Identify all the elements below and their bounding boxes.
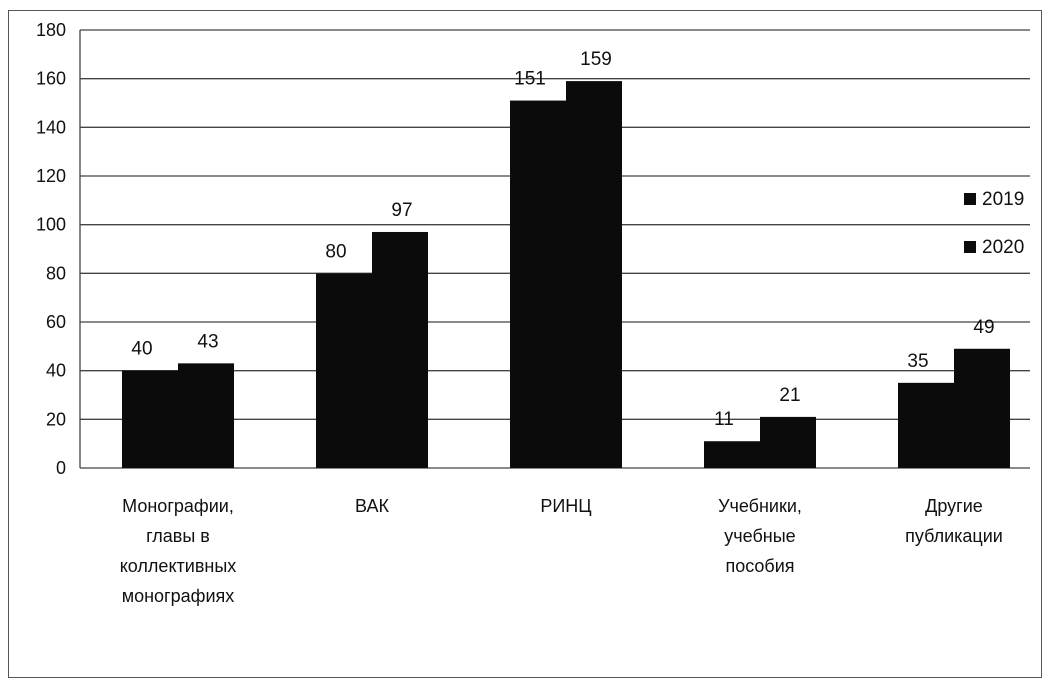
legend-label-2019: 2019 <box>982 189 1024 210</box>
bar-2019-4 <box>898 382 954 468</box>
x-category-line: монографиях <box>122 586 235 606</box>
x-category-line: Учебники, <box>718 496 802 516</box>
legend-swatch-2020 <box>964 241 976 253</box>
x-category-label: Монографии, главы в коллективных монография… <box>120 496 237 606</box>
data-label-2020-0: 43 <box>197 331 218 352</box>
bar-2020-1 <box>372 231 428 468</box>
y-tick-label: 40 <box>46 361 66 381</box>
gridlines <box>79 29 1030 469</box>
bar-2020-2 <box>566 81 622 468</box>
y-tick-label: 100 <box>36 215 66 235</box>
bar-2020-0 <box>178 363 234 468</box>
bar-2020-3 <box>760 416 816 468</box>
x-category-label: ВАК <box>355 496 389 516</box>
data-label-2019-0: 40 <box>131 339 152 360</box>
x-category-line: РИНЦ <box>540 496 591 516</box>
x-category-line: главы в <box>146 526 210 546</box>
y-tick-label: 140 <box>36 117 66 137</box>
y-tick-label: 180 <box>36 20 66 40</box>
bar-2019-2 <box>510 100 566 469</box>
data-label-2019-2: 151 <box>514 69 546 90</box>
x-category-line: ВАК <box>355 496 389 516</box>
x-axis-categories: Монографии, главы в коллективных монография… <box>120 496 1003 606</box>
bar-2019-1 <box>316 273 372 468</box>
y-tick-label: 80 <box>46 263 66 283</box>
x-category-line: коллективных <box>120 556 237 576</box>
x-category-line: учебные <box>724 526 795 546</box>
y-tick-label: 20 <box>46 409 66 429</box>
data-label-2020-1: 97 <box>391 200 412 221</box>
y-axis-ticks: 0 20 40 60 80 100 120 140 160 180 <box>36 20 66 478</box>
data-label-2019-3: 11 <box>714 409 734 430</box>
x-category-label: Другие публикации <box>905 496 1003 546</box>
data-label-2020-3: 21 <box>779 385 800 406</box>
data-label-2020-4: 49 <box>973 317 994 338</box>
y-tick-label: 60 <box>46 312 66 332</box>
x-category-line: Другие <box>925 496 983 516</box>
bar-2019-0 <box>122 370 178 468</box>
bar-2019-3 <box>704 441 760 468</box>
x-category-label: Учебники, учебные пособия <box>718 496 802 576</box>
legend: 2019 2020 <box>964 189 1024 258</box>
data-label-2019-1: 80 <box>325 241 346 262</box>
x-category-line: Монографии, <box>122 496 234 516</box>
y-tick-label: 160 <box>36 69 66 89</box>
y-tick-label: 0 <box>56 458 66 478</box>
y-tick-label: 120 <box>36 166 66 186</box>
bars <box>122 81 1010 469</box>
data-labels: 40 43 80 97 151 159 11 21 35 49 <box>131 49 994 430</box>
bar-2020-4 <box>954 348 1010 468</box>
x-category-label: РИНЦ <box>540 496 591 516</box>
x-category-line: пособия <box>725 556 794 576</box>
x-category-line: публикации <box>905 526 1003 546</box>
legend-label-2020: 2020 <box>982 237 1024 258</box>
data-label-2020-2: 159 <box>580 49 612 70</box>
data-label-2019-4: 35 <box>907 351 928 372</box>
legend-swatch-2019 <box>964 193 976 205</box>
